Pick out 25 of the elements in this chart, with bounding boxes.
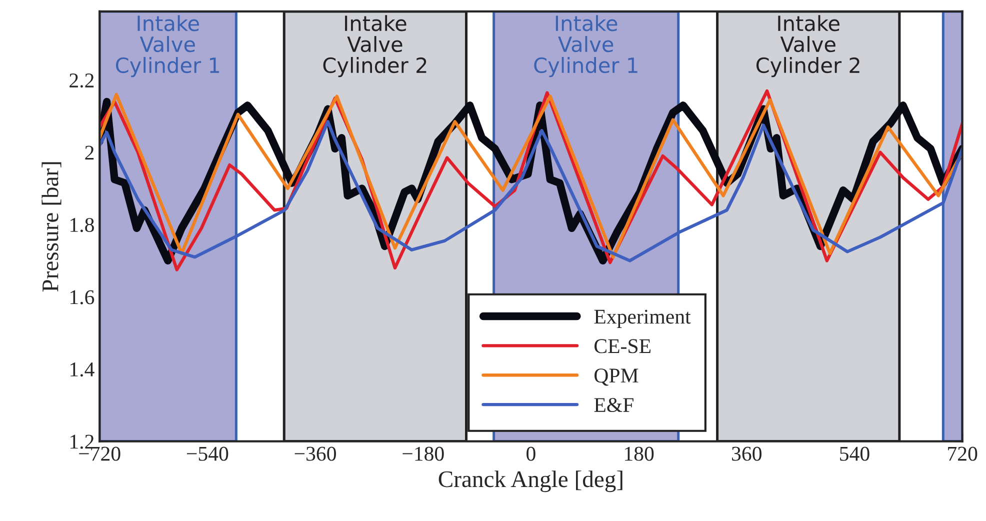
y-tick-label: 2.2 <box>70 74 94 88</box>
x-axis-title: Cranck Angle [deg] <box>438 470 622 492</box>
x-tick-label: −540 <box>186 446 228 461</box>
legend-label: QPM <box>594 368 638 386</box>
y-tick-label: 1.8 <box>70 218 94 232</box>
x-tick-label: 540 <box>840 446 870 461</box>
x-tick-label: 180 <box>625 446 654 461</box>
band-label: Intake Valve Cylinder 1 <box>116 15 220 78</box>
x-tick-label: −180 <box>402 446 444 461</box>
y-tick-label: 1.6 <box>70 290 94 304</box>
x-tick-label: 0 <box>526 446 536 461</box>
x-tick-label: 720 <box>948 446 978 461</box>
band-label: Intake Valve Cylinder 1 <box>534 15 638 78</box>
y-tick-label: 1.4 <box>70 362 94 377</box>
y-tick-label: 2 <box>85 146 94 160</box>
y-axis-title: Pressure [bar] <box>42 162 62 292</box>
y-tick-label: 1.2 <box>70 434 94 449</box>
band-label: Intake Valve Cylinder 2 <box>323 15 426 78</box>
band-label: Intake Valve Cylinder 2 <box>756 15 860 78</box>
legend-label: E&F <box>594 398 634 412</box>
x-tick-label: 360 <box>732 446 762 461</box>
legend-label: CE-SE <box>594 339 650 354</box>
legend-label: Experiment <box>594 310 691 328</box>
x-tick-label: −720 <box>79 446 120 461</box>
x-tick-label: −360 <box>294 446 336 461</box>
